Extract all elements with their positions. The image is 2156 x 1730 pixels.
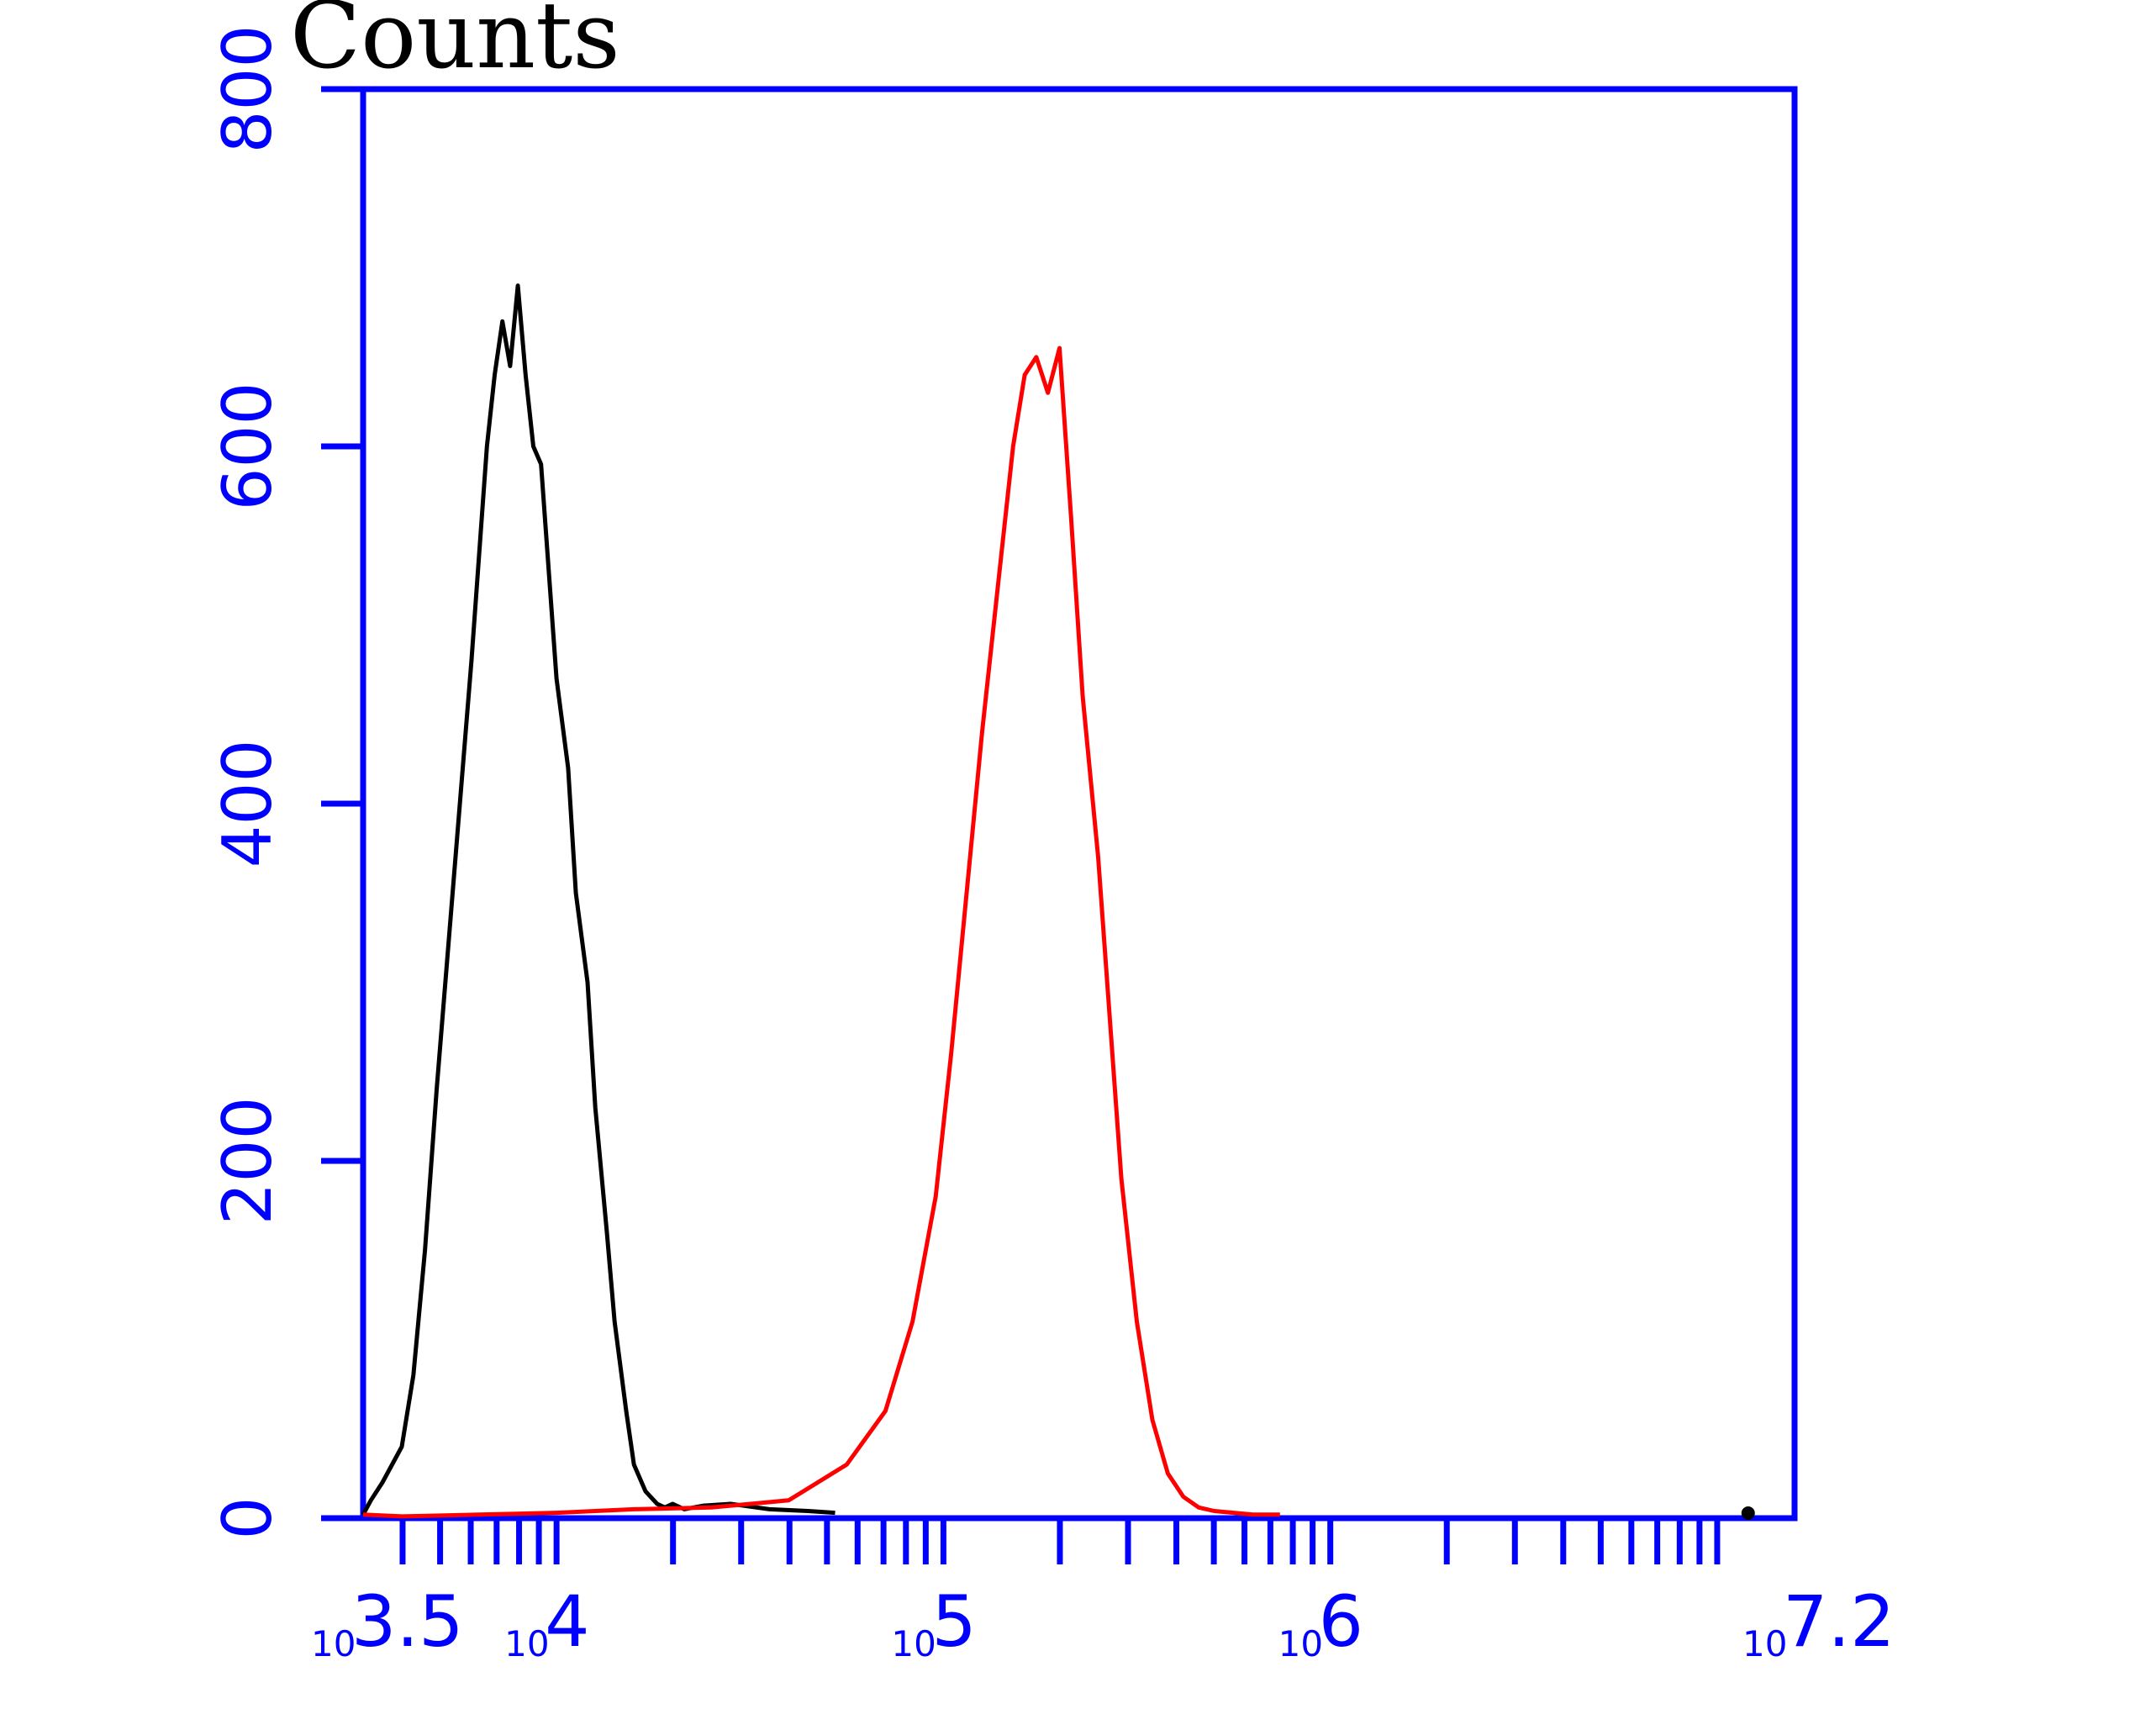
series-layer — [361, 283, 1755, 1520]
x-tick-label: 106 — [1278, 1580, 1363, 1664]
plot-area-frame — [360, 86, 1798, 1522]
x-tick-label: 104 — [504, 1580, 589, 1664]
y-tick-label: 0 — [208, 1497, 287, 1540]
baseline-marker — [1741, 1506, 1755, 1520]
y-axis: 0 200 400 600 800 — [208, 25, 363, 1540]
y-tick-label: 800 — [208, 25, 287, 154]
series-line-control — [361, 283, 836, 1516]
x-tick-label-base: 10 — [1278, 1623, 1323, 1664]
y-tick-label: 600 — [208, 382, 287, 511]
x-tick-label-exponent: 4 — [545, 1580, 589, 1663]
x-tick-label-base: 10 — [891, 1623, 936, 1664]
x-tick-label-base: 10 — [1742, 1623, 1787, 1664]
y-tick-label: 200 — [208, 1097, 287, 1226]
x-tick-label-exponent: 6 — [1319, 1580, 1363, 1663]
x-tick-label: 107.2 — [1742, 1580, 1895, 1664]
x-tick-label: 103.5 — [311, 1580, 464, 1664]
x-tick-label: 105 — [891, 1580, 976, 1664]
x-axis: 103.5 104 105 106 107.2 — [311, 1518, 1895, 1664]
y-tick-label: 400 — [208, 740, 287, 868]
x-tick-label-exponent: 5 — [931, 1580, 976, 1663]
series-line-sample — [362, 345, 1280, 1519]
x-tick-label-base: 10 — [504, 1623, 549, 1664]
x-tick-label-exponent: 3.5 — [351, 1580, 464, 1663]
x-tick-label-exponent: 7.2 — [1783, 1580, 1895, 1663]
y-axis-label: Counts — [290, 0, 620, 89]
x-tick-label-base: 10 — [311, 1623, 356, 1664]
